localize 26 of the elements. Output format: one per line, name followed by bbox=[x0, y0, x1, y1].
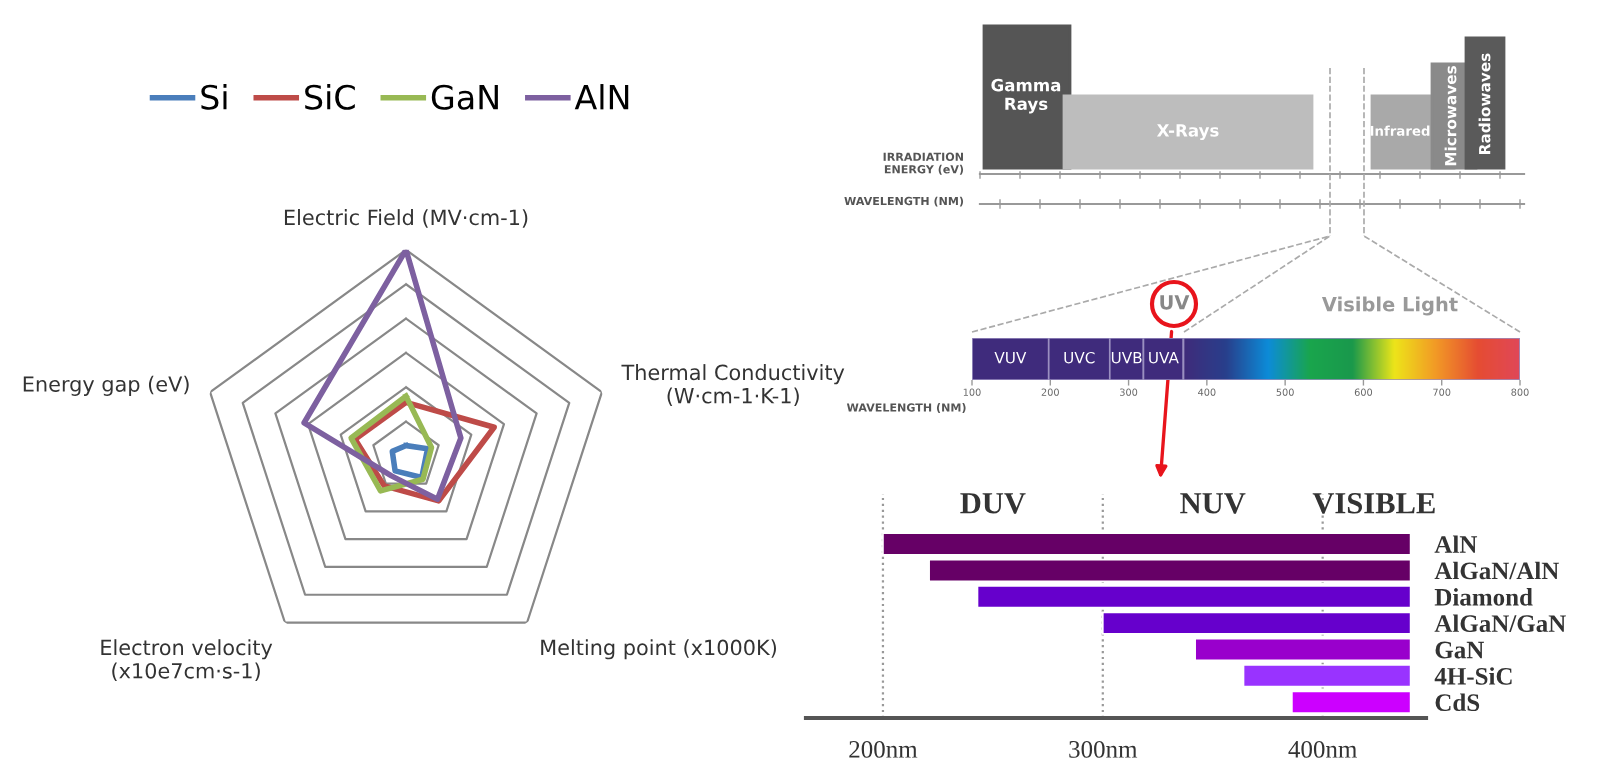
annotation: NUV bbox=[1180, 493, 1246, 514]
text: X-Rays bbox=[1156, 124, 1219, 141]
spoke-label: Electron velocity (x10e7cm·s-1) bbox=[101, 639, 273, 682]
text: Visible Light bbox=[1321, 296, 1458, 316]
text: UV bbox=[1160, 295, 1190, 310]
spoke-label: Electric Field (MV·cm-1) bbox=[284, 209, 528, 228]
annotation: DUV bbox=[960, 493, 1026, 514]
y-tick-label: Diamond bbox=[1434, 588, 1533, 606]
x-tick-label: 200nm bbox=[849, 740, 918, 758]
legend-label: Si bbox=[201, 84, 227, 110]
y-tick-label: AlGaN/AlN bbox=[1434, 561, 1560, 580]
x-tick-label: 300nm bbox=[1069, 740, 1138, 758]
text: Gamma Rays bbox=[991, 78, 1061, 114]
legend-label: SiC bbox=[305, 84, 355, 110]
spoke-label: Melting point (x1000K) bbox=[541, 639, 777, 660]
y-tick-label: AlN bbox=[1434, 535, 1478, 553]
legend-label: AlN bbox=[574, 84, 629, 110]
y-tick-label: GaN bbox=[1435, 641, 1485, 659]
spoke-label: Thermal Conductivity (W·cm-1·K-1) bbox=[621, 364, 845, 406]
spoke-label: Energy gap (eV) bbox=[23, 375, 189, 396]
x-tick-label: 400nm bbox=[1288, 740, 1357, 758]
y-tick-label: CdS bbox=[1435, 693, 1480, 712]
annotation: VISIBLE bbox=[1312, 492, 1435, 514]
legend-label: GaN bbox=[431, 84, 498, 110]
y-tick-label: AlGaN/GaN bbox=[1434, 614, 1566, 633]
y-tick-label: 4H-SiC bbox=[1434, 667, 1512, 685]
